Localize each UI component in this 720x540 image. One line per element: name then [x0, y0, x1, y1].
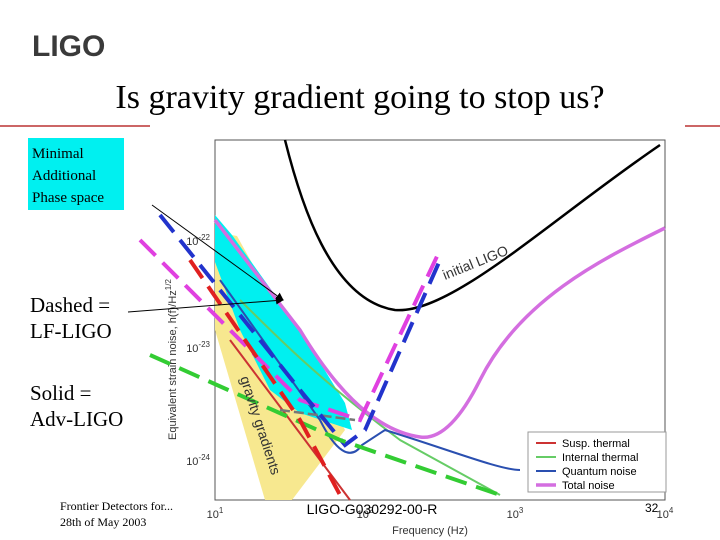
tick-label: 10-24 — [186, 453, 210, 468]
note-text: Additional — [32, 168, 96, 184]
tick-exp: 1 — [219, 506, 224, 515]
gray-dashed — [279, 408, 356, 422]
tick-exp: -22 — [198, 233, 210, 242]
footer-text: 28th of May 2003 — [60, 515, 146, 529]
quantum-noise — [219, 279, 521, 471]
title: Is gravity gradient going to stop us? — [115, 79, 604, 116]
note-text: Solid = — [30, 381, 91, 405]
tick-base: 10 — [207, 509, 219, 521]
tick-base: 10 — [186, 236, 198, 248]
internal-thermal — [239, 299, 501, 496]
initial-ligo-curve — [283, 139, 661, 312]
note-text: LF-LIGO — [30, 319, 112, 343]
lf-quantum-noise — [158, 213, 442, 448]
lf-internal-thermal — [149, 353, 501, 497]
logo: LIGO — [32, 30, 105, 63]
legend-label: Total noise — [562, 480, 615, 492]
tick-label: 10-23 — [186, 340, 210, 355]
arrow — [127, 296, 284, 313]
tick-base: 10 — [507, 509, 519, 521]
arrow — [151, 204, 284, 301]
legend-label: Susp. thermal — [562, 438, 630, 450]
page-number: 32 — [645, 501, 659, 515]
note-text: Dashed = — [30, 293, 110, 317]
lf-total-noise — [138, 238, 442, 423]
tick-exp: 3 — [519, 506, 524, 515]
y-axis-label: Equivalent strain noise, h(f)/Hz1/2 — [164, 279, 179, 440]
tick-base: 10 — [186, 456, 198, 468]
tick-label: 104 — [657, 506, 674, 521]
legend-label: Internal thermal — [562, 452, 638, 464]
tick-base: 10 — [657, 509, 669, 521]
tick-exp: -24 — [198, 453, 210, 462]
note-text: Minimal — [32, 146, 84, 162]
phase-space-region — [215, 215, 352, 430]
tick-exp: 2 — [369, 506, 374, 515]
legend-label: Quantum noise — [562, 466, 637, 478]
note-box — [28, 138, 124, 210]
tick-label: 101 — [207, 506, 224, 521]
note-text: Adv-LIGO — [30, 407, 123, 431]
tick-label: 103 — [507, 506, 524, 521]
footer-text: Frontier Detectors for... — [60, 499, 173, 513]
lf-susp-thermal — [188, 258, 342, 496]
tick-base: 10 — [186, 343, 198, 355]
footer-id: LIGO-G030292-00-R — [307, 501, 438, 517]
tick-label: 10-22 — [186, 233, 210, 248]
x-axis-label: Frequency (Hz) — [392, 525, 468, 537]
total-noise — [213, 218, 666, 439]
tick-exp: 4 — [669, 506, 674, 515]
tick-label: 102 — [357, 506, 374, 521]
tick-exp: -23 — [198, 340, 210, 349]
tick-base: 10 — [357, 509, 369, 521]
note-text: Phase space — [32, 190, 104, 206]
